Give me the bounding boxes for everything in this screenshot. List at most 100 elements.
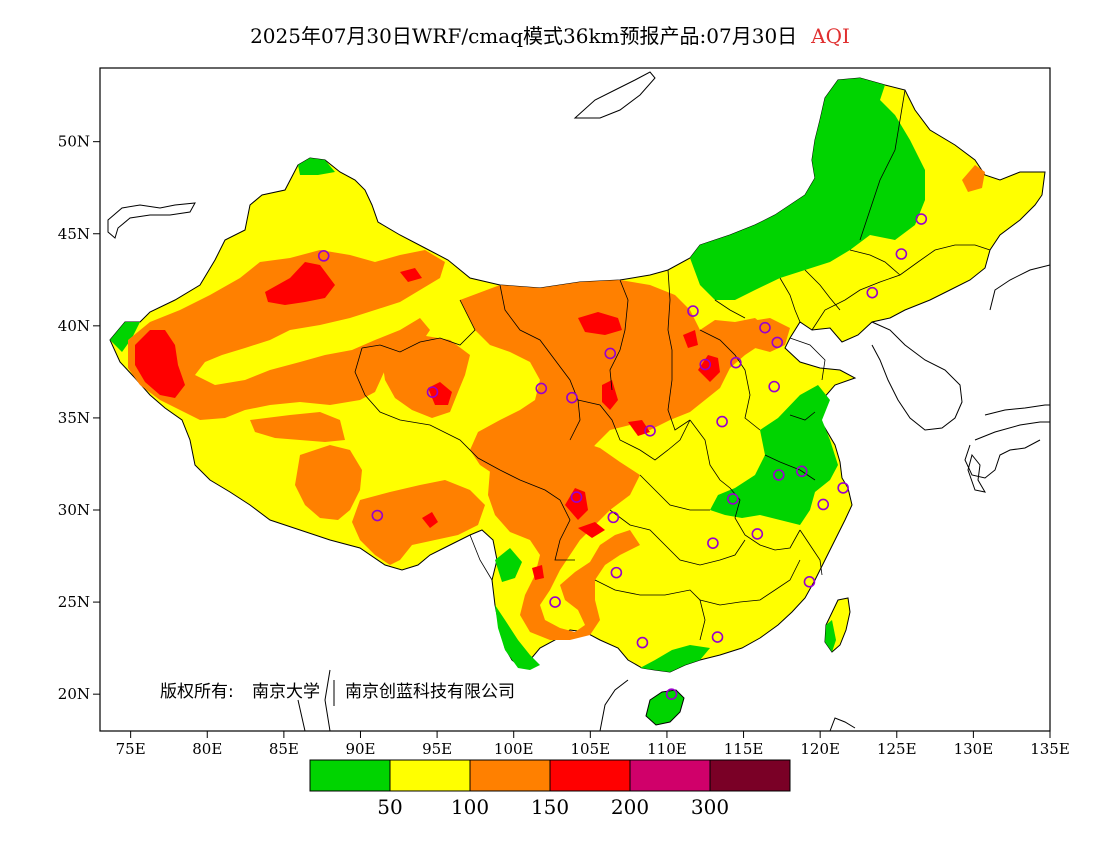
title-main: 2025年07月30日WRF/cmaq模式36km预报产品:07月30日 [250, 24, 798, 48]
latitude-axis: 50N 45N 40N 35N 30N 25N 20N [58, 133, 100, 703]
province-boundaries [354, 89, 991, 641]
aqi-good-southwest [495, 605, 540, 670]
station-marker [915, 213, 928, 225]
station-marker [803, 576, 816, 588]
station-marker [716, 415, 728, 428]
station-marker [759, 321, 771, 334]
lon-tick-label: 110E [647, 740, 687, 758]
station-marker [699, 358, 712, 371]
map-content [107, 71, 1050, 731]
taiwan-green-zone [825, 620, 836, 652]
aqi-unhealthy-shanxi-north [683, 330, 698, 348]
lon-tick-label: 130E [954, 740, 994, 758]
aqi-good-west [110, 322, 140, 352]
lat-tick-label: 35N [58, 409, 90, 427]
caspian-outline [107, 202, 196, 239]
aqi-good-south [640, 645, 710, 672]
hainan-island [645, 689, 685, 726]
aqi-unhealthy-kashgar [135, 330, 185, 398]
lon-tick-label: 90E [345, 740, 375, 758]
station-marker [687, 305, 699, 317]
legend-label: 300 [691, 795, 729, 819]
aqi-unhealthy-innermongolia [578, 312, 622, 335]
title-variable: AQI [811, 24, 850, 48]
station-marker [604, 347, 617, 360]
aqi-usg-tibet [295, 445, 362, 520]
lon-tick-label: 120E [800, 740, 840, 758]
copyright-prefix: 版权所有: [160, 682, 234, 702]
lon-tick-label: 105E [571, 740, 611, 758]
station-marker [711, 631, 724, 643]
station-marker [549, 596, 561, 608]
station-marker [817, 498, 830, 511]
aqi-good-east [710, 385, 838, 525]
aqi-usg-tibet-south [352, 480, 485, 565]
lon-tick-label: 125E [877, 740, 917, 758]
lat-tick-label: 30N [58, 501, 90, 519]
legend-swatch [389, 759, 471, 792]
aqi-good-northeast [690, 78, 925, 300]
legend-label: 100 [451, 795, 489, 819]
map-frame [99, 67, 1051, 732]
station-marker [751, 528, 764, 540]
lon-tick-label: 100E [494, 740, 534, 758]
color-legend: 50 100 150 200 300 [309, 759, 791, 819]
aqi-usg-tibet-center [250, 412, 345, 442]
legend-swatch [549, 759, 631, 792]
legend-label: 50 [377, 795, 402, 819]
aqi-unhealthy-hami [400, 268, 422, 282]
lon-tick-label: 115E [724, 740, 764, 758]
japan-kyushu-outline [967, 453, 986, 493]
legend-label: 200 [611, 795, 649, 819]
lon-tick-label: 135E [1030, 740, 1070, 758]
station-marker [426, 386, 439, 398]
station-marker [727, 493, 739, 505]
lon-tick-label: 95E [422, 740, 452, 758]
korea-outline [871, 321, 963, 431]
station-marker [570, 491, 583, 503]
station-marker [895, 248, 908, 260]
aqi-good-north-xj [298, 158, 335, 175]
lon-tick-label: 85E [269, 740, 299, 758]
station-marker [837, 482, 849, 494]
station-marker [607, 511, 620, 524]
philippines-outline [829, 717, 856, 731]
copyright-org2: 南京创蓝科技有限公司 [345, 682, 515, 702]
north-coast-outline [573, 71, 656, 119]
aqi-unhealthy-yunnan [532, 565, 544, 580]
aqi-unhealthy-chongqing [578, 522, 605, 538]
legend-swatch [469, 759, 551, 792]
map-title: 2025年07月30日WRF/cmaq模式36km预报产品:07月30日 AQI [0, 20, 1100, 49]
station-marker [535, 382, 548, 395]
aqi-good-tibet [495, 548, 522, 582]
station-marker [772, 469, 785, 481]
station-markers [317, 213, 928, 700]
station-marker [371, 509, 384, 522]
aqi-unhealthy-ningxia [602, 380, 618, 410]
aqi-usg-xinjiang [128, 250, 445, 420]
lat-tick-label: 50N [58, 133, 90, 151]
longitude-axis: 75E 80E 85E 90E 95E 100E 105E 110E 115E 120E 125E 1… [116, 731, 1070, 758]
lat-tick-label: 45N [58, 225, 90, 243]
station-marker [636, 636, 649, 649]
aqi-unhealthy-turpan [265, 262, 335, 305]
lon-tick-label: 80E [192, 740, 222, 758]
indochina-outline [297, 669, 629, 731]
japan-outline [964, 264, 1050, 479]
station-marker [707, 537, 719, 549]
lon-tick-label: 75E [116, 740, 146, 758]
station-marker [665, 688, 678, 700]
aqi-usg-heilongjiang [962, 165, 985, 192]
aqi-unhealthy-sichuan [565, 488, 588, 520]
legend-swatch [709, 759, 791, 792]
station-marker [768, 380, 780, 393]
station-marker [566, 391, 578, 404]
lat-tick-label: 20N [58, 685, 90, 703]
station-marker [317, 250, 330, 262]
lat-tick-label: 40N [58, 317, 90, 335]
station-marker [610, 566, 623, 579]
legend-swatch [309, 759, 391, 792]
copyright-org1: 南京大学 [252, 682, 320, 702]
station-marker [644, 425, 656, 437]
